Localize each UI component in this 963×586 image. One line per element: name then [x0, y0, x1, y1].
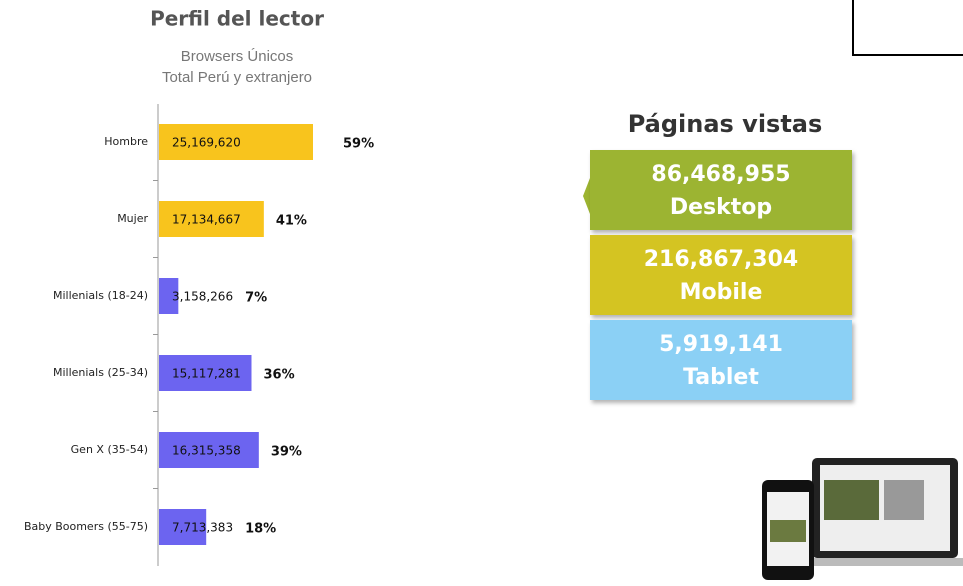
frame-box [853, 0, 963, 55]
pointer [583, 178, 590, 214]
category-label: Hombre [104, 135, 148, 148]
value-label: 25,169,620 [172, 136, 241, 150]
chart-subtitle: Browsers Únicos [181, 48, 294, 65]
share-label: 41% [276, 214, 307, 229]
share-label: 39% [271, 445, 302, 460]
category-label: Baby Boomers (55-75) [24, 520, 148, 533]
value-label: 17,134,667 [172, 213, 241, 227]
share-label: 7% [245, 291, 267, 306]
panel-label: Mobile [680, 280, 763, 305]
share-label: 59% [343, 137, 374, 152]
category-label: Millenials (18-24) [53, 289, 148, 302]
panel-title: Páginas vistas [628, 110, 823, 138]
panel-label: Tablet [683, 365, 759, 390]
page: Perfil del lector Browsers Únicos Total … [0, 0, 963, 582]
panel-value: 216,867,304 [644, 247, 798, 272]
share-label: 36% [263, 368, 294, 383]
category-label: Mujer [117, 212, 148, 225]
panel-value: 86,468,955 [651, 162, 790, 187]
panel-label: Desktop [670, 195, 772, 220]
value-label: 16,315,358 [172, 444, 241, 458]
category-label: Gen X (35-54) [71, 443, 148, 456]
value-label: 15,117,281 [172, 367, 241, 381]
chart-subtitle: Total Perú y extranjero [162, 69, 312, 86]
panel-value: 5,919,141 [659, 332, 783, 357]
devices-icon [762, 458, 963, 580]
value-label: 3,158,266 [172, 290, 233, 304]
value-label: 7,713,383 [172, 521, 233, 535]
chart-title: Perfil del lector [150, 7, 324, 31]
share-label: 18% [245, 522, 276, 537]
category-label: Millenials (25-34) [53, 366, 148, 379]
